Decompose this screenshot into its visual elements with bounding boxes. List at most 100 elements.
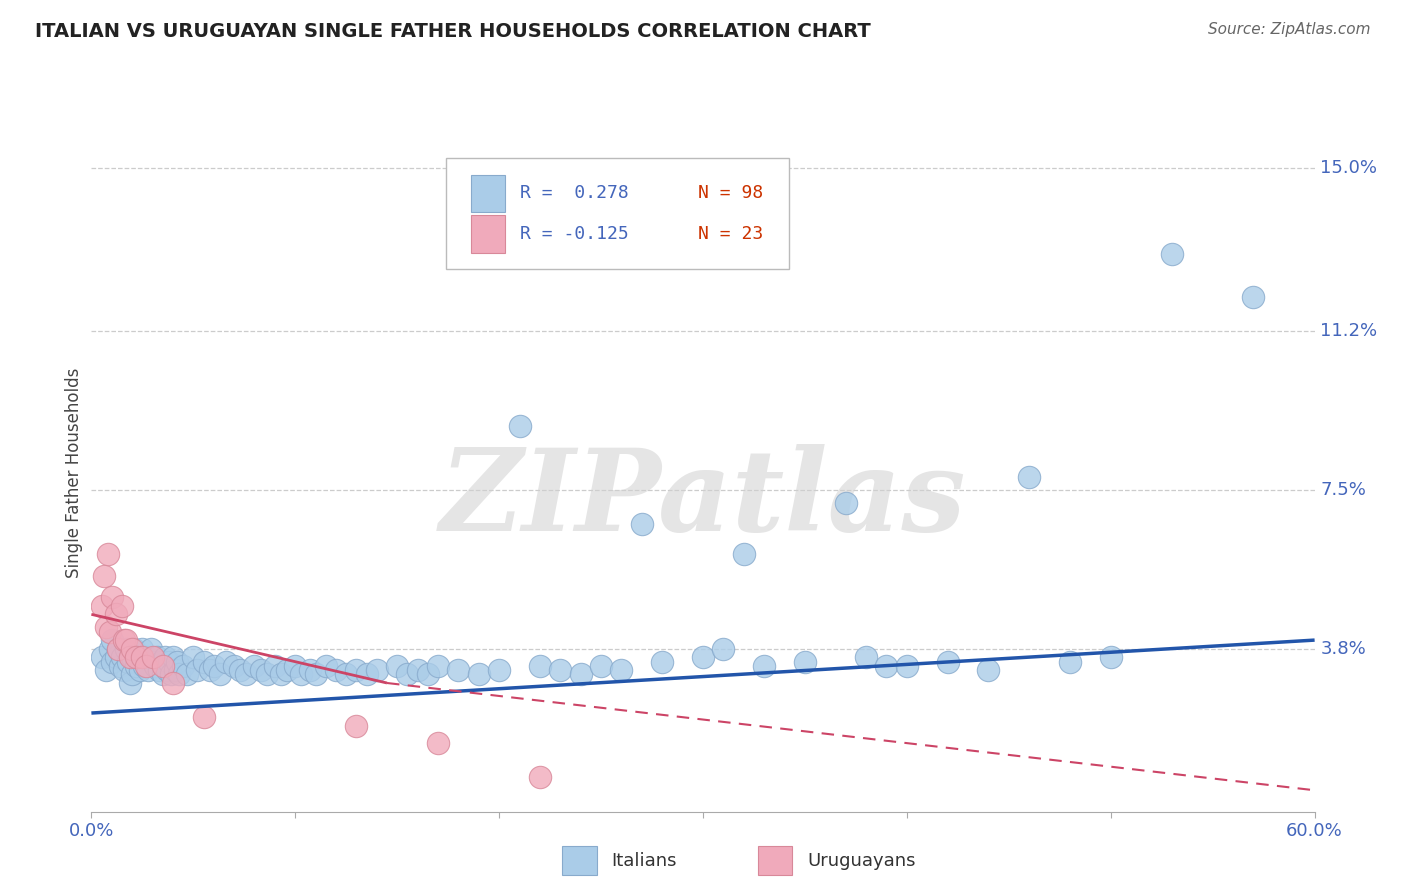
Point [346, 719, 368, 733]
Text: 15.0%: 15.0% [1320, 159, 1378, 178]
Point [93, 568, 115, 582]
Point [97, 547, 120, 561]
Point [711, 641, 734, 656]
Point [346, 663, 368, 677]
Point [447, 663, 470, 677]
Point [166, 655, 188, 669]
Point [101, 633, 124, 648]
Point [325, 663, 347, 677]
Point [162, 676, 184, 690]
Point [104, 650, 127, 665]
Point [256, 667, 278, 681]
Point [290, 667, 312, 681]
Text: 3.8%: 3.8% [1320, 640, 1367, 657]
Point [835, 496, 858, 510]
Point [202, 658, 225, 673]
FancyBboxPatch shape [446, 158, 789, 269]
Point [591, 658, 613, 673]
Point [157, 655, 180, 669]
Point [135, 658, 157, 673]
Point [94, 620, 117, 634]
Point [143, 658, 166, 673]
Point [111, 599, 134, 613]
Point [229, 663, 252, 677]
Point [121, 650, 143, 665]
Point [121, 641, 143, 656]
Point [427, 658, 450, 673]
Point [152, 667, 174, 681]
Point [550, 663, 572, 677]
Point [276, 663, 298, 677]
Point [104, 607, 127, 622]
Point [98, 624, 121, 639]
Text: Italians: Italians [612, 852, 676, 870]
Point [249, 663, 271, 677]
Point [529, 771, 551, 785]
Point [396, 667, 419, 681]
Point [138, 663, 160, 677]
Point [156, 663, 179, 677]
Point [896, 658, 918, 673]
Point [115, 633, 138, 648]
Point [131, 650, 153, 665]
Point [509, 418, 531, 433]
Point [406, 663, 429, 677]
Point [235, 667, 257, 681]
Point [356, 667, 378, 681]
Point [416, 667, 439, 681]
Point [793, 655, 815, 669]
Point [108, 658, 131, 673]
Point [651, 655, 673, 669]
Point [107, 641, 129, 656]
Point [94, 663, 117, 677]
Point [134, 658, 156, 673]
Point [1059, 655, 1081, 669]
Point [1018, 470, 1040, 484]
Text: N = 23: N = 23 [699, 225, 763, 244]
Point [111, 650, 134, 665]
Point [366, 663, 388, 677]
Point [1243, 290, 1265, 304]
Text: Source: ZipAtlas.com: Source: ZipAtlas.com [1208, 22, 1371, 37]
Point [122, 641, 145, 656]
Point [610, 663, 633, 677]
Point [222, 658, 246, 673]
Point [101, 655, 124, 669]
Point [101, 590, 124, 604]
Point [145, 650, 167, 665]
Point [107, 641, 129, 656]
Point [529, 658, 551, 673]
Point [193, 710, 215, 724]
Point [115, 641, 138, 656]
Point [125, 650, 148, 665]
Point [167, 667, 190, 681]
Point [488, 663, 510, 677]
Point [90, 650, 112, 665]
Point [172, 658, 194, 673]
Point [270, 667, 292, 681]
Point [264, 658, 287, 673]
Point [335, 667, 357, 681]
Point [112, 633, 135, 648]
Point [125, 658, 148, 673]
Point [284, 658, 307, 673]
Point [754, 658, 776, 673]
Point [193, 655, 215, 669]
Point [569, 667, 592, 681]
Point [427, 736, 450, 750]
Point [135, 650, 157, 665]
Point [160, 667, 183, 681]
Text: 7.5%: 7.5% [1320, 481, 1367, 499]
Point [304, 667, 326, 681]
Point [98, 641, 121, 656]
Point [215, 655, 238, 669]
Point [121, 667, 143, 681]
Text: Uruguayans: Uruguayans [807, 852, 915, 870]
Point [186, 663, 208, 677]
Point [315, 658, 337, 673]
Point [120, 650, 142, 665]
Point [208, 667, 231, 681]
Bar [471, 216, 505, 252]
Point [385, 658, 409, 673]
Point [141, 650, 163, 665]
